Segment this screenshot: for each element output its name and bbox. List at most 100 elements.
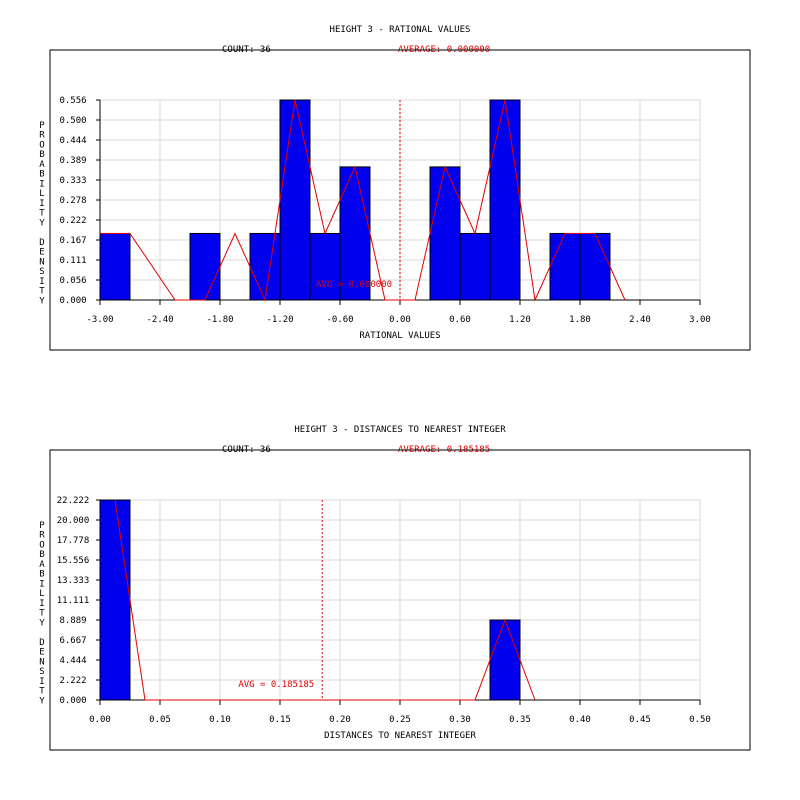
chart-1-plot: -3.00 -2.40 -1.80 -1.20 -0.60 0.00 0.60 1.20 1.8… bbox=[39, 96, 711, 325]
y-axis-label-letter: B bbox=[39, 550, 44, 560]
x-tick-label: 0.15 bbox=[269, 715, 291, 725]
x-tick-label: 0.00 bbox=[389, 315, 411, 325]
y-tick-label: 0.333 bbox=[59, 176, 86, 186]
y-axis-label-letter: N bbox=[39, 657, 44, 667]
y-axis-label-letter: Y bbox=[39, 218, 45, 228]
y-axis-label-letter: T bbox=[39, 209, 45, 219]
y-axis-label-letter: T bbox=[39, 609, 45, 619]
y-axis-label-letter: I bbox=[39, 277, 44, 287]
histogram-bar-4 bbox=[309, 232, 341, 301]
x-tick-label: 0.35 bbox=[509, 715, 531, 725]
chart-1-title: HEIGHT 3 - RATIONAL VALUES bbox=[330, 25, 471, 35]
y-tick-label: 20.000 bbox=[57, 516, 90, 526]
y-tick-label: 4.444 bbox=[59, 656, 86, 666]
y-axis-label-letter: Y bbox=[39, 618, 45, 628]
y-axis-label-letter: I bbox=[39, 599, 44, 609]
chart-1-frame bbox=[49, 49, 751, 351]
y-axis-label-letter: P bbox=[39, 121, 45, 131]
y-axis-label-letter: I bbox=[39, 677, 44, 687]
y-axis-label-letter: O bbox=[39, 140, 44, 150]
x-tick-label: 0.20 bbox=[329, 715, 351, 725]
y-tick-label: 0.389 bbox=[59, 156, 86, 166]
histogram-bar-1 bbox=[489, 619, 521, 701]
x-tick-label: 1.80 bbox=[569, 315, 591, 325]
x-tick-label: 0.30 bbox=[449, 715, 471, 725]
average-line-label: AVG = 0.185185 bbox=[238, 680, 314, 690]
y-tick-label: 0.444 bbox=[59, 136, 86, 146]
frequency-polygon-line bbox=[100, 99, 626, 302]
histogram-bar-10 bbox=[579, 232, 611, 301]
x-tick-label: -1.20 bbox=[266, 315, 293, 325]
y-axis-label-letter: E bbox=[39, 648, 44, 658]
y-axis-label-letter: I bbox=[39, 179, 44, 189]
x-tick-label: 0.05 bbox=[149, 715, 171, 725]
y-tick-label: 0.278 bbox=[59, 196, 86, 206]
histogram-bar-1 bbox=[189, 232, 221, 301]
y-axis-label-letter: T bbox=[39, 287, 45, 297]
y-tick-label: 15.556 bbox=[57, 556, 90, 566]
y-axis-label-letter: I bbox=[39, 199, 44, 209]
chart-2-xlabel: DISTANCES TO NEAREST INTEGER bbox=[324, 731, 476, 741]
y-axis-label-letter: T bbox=[39, 687, 45, 697]
y-tick-label: 0.056 bbox=[59, 276, 86, 286]
frequency-polygon-line bbox=[114, 499, 536, 701]
y-axis-label-letter: D bbox=[39, 638, 44, 648]
y-tick-label: 22.222 bbox=[57, 496, 90, 506]
y-axis-label-letter: N bbox=[39, 257, 44, 267]
x-tick-label: 0.25 bbox=[389, 715, 411, 725]
y-axis-label-letter: D bbox=[39, 238, 44, 248]
chart-1-xlabel: RATIONAL VALUES bbox=[359, 331, 440, 341]
chart-2-frame bbox=[49, 449, 751, 751]
x-tick-label: 1.20 bbox=[509, 315, 531, 325]
chart-2-title: HEIGHT 3 - DISTANCES TO NEAREST INTEGER bbox=[294, 425, 506, 435]
x-tick-label: 0.40 bbox=[569, 715, 591, 725]
y-axis-label-letter: R bbox=[39, 131, 45, 141]
y-tick-label: 0.222 bbox=[59, 216, 86, 226]
x-tick-label: -2.40 bbox=[146, 315, 173, 325]
y-axis-label-letter: R bbox=[39, 531, 45, 541]
x-tick-label: -3.00 bbox=[86, 315, 113, 325]
y-axis-label-letter: A bbox=[39, 560, 45, 570]
y-tick-label: 11.111 bbox=[57, 596, 90, 606]
chart-2-plot: 0.00 0.05 0.10 0.15 0.20 0.25 0.30 0.35 0.40 0.45… bbox=[39, 496, 711, 725]
histogram-bar-0 bbox=[99, 499, 131, 701]
y-tick-label: 8.889 bbox=[59, 616, 86, 626]
y-tick-label: 0.000 bbox=[59, 696, 86, 706]
y-tick-label: 6.667 bbox=[59, 636, 86, 646]
y-tick-label: 17.778 bbox=[57, 536, 90, 546]
y-axis-label-letter: A bbox=[39, 160, 45, 170]
histogram-bar-0 bbox=[99, 232, 131, 301]
x-tick-label: 2.40 bbox=[629, 315, 651, 325]
histogram-bar-8 bbox=[489, 99, 521, 301]
y-tick-label: 0.500 bbox=[59, 116, 86, 126]
y-tick-label: 2.222 bbox=[59, 676, 86, 686]
y-tick-label: 13.333 bbox=[57, 576, 90, 586]
histogram-bar-3 bbox=[279, 99, 311, 301]
histogram-bar-2 bbox=[249, 232, 281, 301]
x-tick-label: 0.50 bbox=[689, 715, 711, 725]
x-tick-label: 0.10 bbox=[209, 715, 231, 725]
y-axis-label-letter: B bbox=[39, 150, 44, 160]
y-axis-label-letter: Y bbox=[39, 696, 45, 706]
y-axis-label-letter: I bbox=[39, 579, 44, 589]
histogram-bar-9 bbox=[549, 232, 581, 301]
average-line-label: AVG = 0.000000 bbox=[316, 280, 392, 290]
y-axis-label-letter: O bbox=[39, 540, 44, 550]
x-tick-label: 0.00 bbox=[89, 715, 111, 725]
y-tick-label: 0.556 bbox=[59, 96, 86, 106]
x-tick-label: -0.60 bbox=[326, 315, 353, 325]
x-tick-label: 3.00 bbox=[689, 315, 711, 325]
histogram-bar-6 bbox=[429, 166, 461, 301]
y-tick-label: 0.167 bbox=[59, 236, 86, 246]
y-axis-label-letter: B bbox=[39, 170, 44, 180]
y-axis-label-letter: Y bbox=[39, 296, 45, 306]
chart-rational-values: HEIGHT 3 - RATIONAL VALUES COUNT: 36 AVE… bbox=[39, 25, 751, 351]
x-tick-label: -1.80 bbox=[206, 315, 233, 325]
y-axis-label-letter: S bbox=[39, 267, 44, 277]
y-axis-label-letter: L bbox=[39, 189, 44, 199]
y-axis-label-letter: P bbox=[39, 521, 45, 531]
y-axis-label-letter: E bbox=[39, 248, 44, 258]
y-tick-label: 0.000 bbox=[59, 296, 86, 306]
chart-distances: HEIGHT 3 - DISTANCES TO NEAREST INTEGER … bbox=[39, 425, 751, 751]
